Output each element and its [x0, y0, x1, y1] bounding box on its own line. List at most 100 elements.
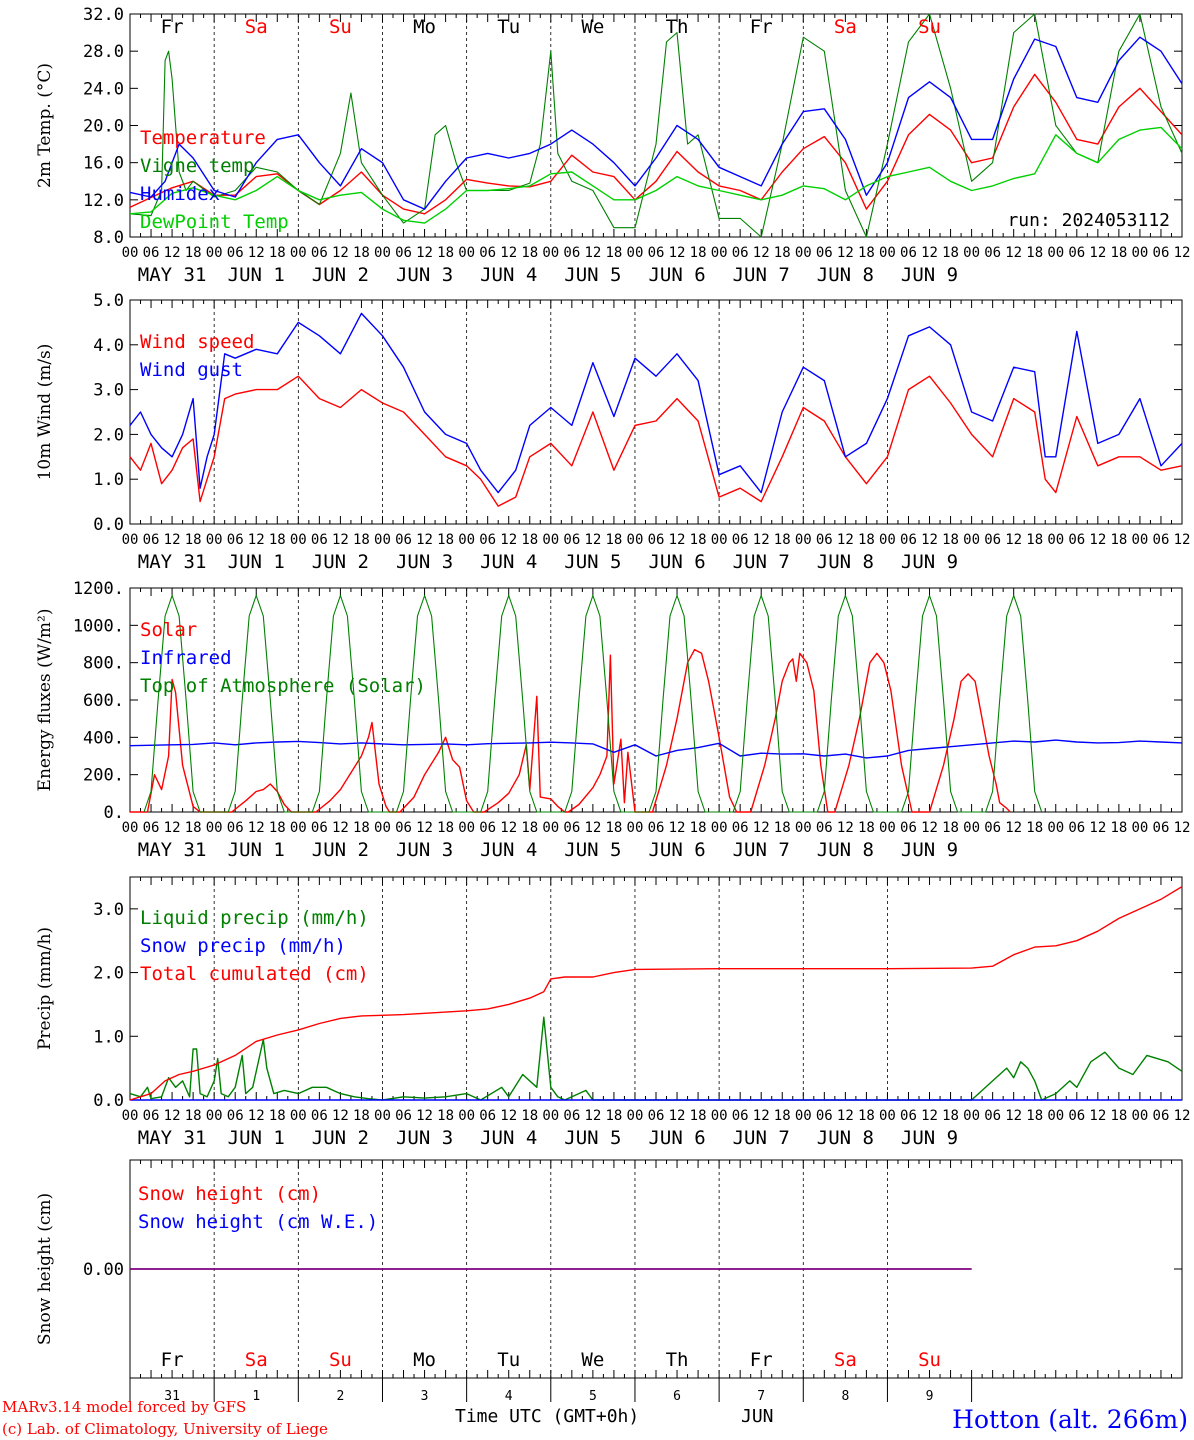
- series-line-humidex: [129, 36, 1183, 210]
- series-line-solar: [130, 648, 1011, 813]
- hour-tick-label: 06: [143, 820, 160, 836]
- hour-tick-label: 12: [921, 245, 938, 261]
- hour-tick-label: 06: [816, 820, 833, 836]
- date-label: JUN 5: [564, 839, 621, 861]
- hour-tick-label: 06: [479, 532, 496, 548]
- weekday-label-bottom: Sa: [834, 1349, 857, 1371]
- hour-tick-label: 18: [1110, 820, 1127, 836]
- date-label: JUN 1: [228, 1127, 285, 1149]
- hour-tick-label: 06: [648, 820, 665, 836]
- hour-tick-label: 00: [122, 820, 139, 836]
- weekday-label: Su: [329, 16, 352, 38]
- day-number-label: 5: [589, 1389, 597, 1404]
- hour-tick-label: 18: [353, 1108, 370, 1124]
- hour-tick-label: 12: [1089, 532, 1106, 548]
- hour-tick-label: 18: [774, 820, 791, 836]
- date-label: JUN 6: [648, 551, 705, 573]
- day-number-label: 6: [673, 1389, 681, 1404]
- hour-tick-label: 00: [290, 1108, 307, 1124]
- hour-tick-label: 06: [732, 532, 749, 548]
- hour-tick-label: 18: [605, 245, 622, 261]
- hour-tick-label: 18: [437, 820, 454, 836]
- hour-tick-label: 12: [921, 820, 938, 836]
- weekday-label: Fr: [161, 16, 184, 38]
- hour-tick-label: 00: [795, 820, 812, 836]
- hour-tick-label: 00: [627, 1108, 644, 1124]
- hour-tick-label: 00: [206, 532, 223, 548]
- hour-tick-label: 06: [479, 1108, 496, 1124]
- hour-tick-label: 12: [584, 820, 601, 836]
- hour-tick-label: 12: [500, 820, 517, 836]
- temp-y-tick-label: 24.0: [83, 79, 124, 99]
- hour-tick-label: 06: [563, 820, 580, 836]
- wind-frame: [129, 299, 1183, 525]
- hour-tick-label: 12: [584, 532, 601, 548]
- hour-tick-label: 00: [122, 1108, 139, 1124]
- legend-entry: Solar: [140, 619, 197, 641]
- hour-tick-label: 12: [248, 245, 265, 261]
- hour-tick-label: 06: [984, 820, 1001, 836]
- legend-entry: Total cumulated (cm): [140, 963, 369, 985]
- hour-tick-label: 12: [500, 532, 517, 548]
- hour-tick-label: 06: [732, 1108, 749, 1124]
- wind-y-tick-label: 0.0: [93, 515, 124, 535]
- hour-tick-label: 00: [122, 532, 139, 548]
- hour-tick-label: 12: [837, 245, 854, 261]
- hour-tick-label: 00: [711, 532, 728, 548]
- legend-entry: Top of Atmosphere (Solar): [140, 675, 426, 697]
- hour-tick-label: 12: [1005, 245, 1022, 261]
- hour-tick-label: 00: [963, 245, 980, 261]
- date-label: JUN 7: [733, 264, 790, 286]
- hour-tick-label: 18: [605, 820, 622, 836]
- energy-y-tick-label: 1200.: [73, 579, 124, 599]
- series-line-wind-speed: [129, 375, 1183, 507]
- date-label: JUN 9: [901, 839, 958, 861]
- hour-tick-label: 18: [942, 245, 959, 261]
- hour-tick-label: 00: [206, 1108, 223, 1124]
- hour-tick-label: 18: [185, 1108, 202, 1124]
- date-label: MAY 31: [138, 1127, 207, 1149]
- legend-entry: Wind gust: [140, 359, 243, 381]
- hour-tick-label: 12: [669, 532, 686, 548]
- series-line-total-cumulated-cm-: [129, 886, 1183, 1101]
- weekday-label-bottom: Sa: [245, 1349, 268, 1371]
- precip-y-axis-label: Precip (mm/h): [35, 927, 55, 1050]
- hour-tick-label: 12: [500, 1108, 517, 1124]
- hour-tick-label: 12: [753, 532, 770, 548]
- date-label: JUN 6: [648, 1127, 705, 1149]
- legend-entry: Humidex: [140, 183, 220, 205]
- temp-frame: [129, 13, 1183, 238]
- hour-tick-label: 00: [458, 245, 475, 261]
- energy-frame: [129, 587, 1183, 813]
- hour-tick-label: 06: [395, 245, 412, 261]
- precip-y-tick-label: 0.0: [93, 1091, 124, 1111]
- hour-tick-label: 12: [753, 1108, 770, 1124]
- panel-precip: 0.0 1.0 2.0 3.0 Precip (mm/h) Liquid precip (…: [35, 876, 1190, 1149]
- date-label: JUN 8: [817, 839, 874, 861]
- panel-wind: 0.0 1.0 2.0 3.0 4.0 5.0 10m Wind (m/s) Wind spe…: [35, 291, 1190, 573]
- date-label: JUN 8: [817, 1127, 874, 1149]
- hour-tick-label: 18: [353, 532, 370, 548]
- day-number-label: 2: [336, 1389, 344, 1404]
- date-label: JUN 4: [480, 839, 537, 861]
- wind-y-tick-label: 4.0: [93, 336, 124, 356]
- hour-tick-label: 06: [227, 532, 244, 548]
- hour-tick-label: 06: [1153, 1108, 1170, 1124]
- hour-tick-label: 06: [900, 1108, 917, 1124]
- hour-tick-label: 06: [732, 820, 749, 836]
- hour-tick-label: 06: [648, 532, 665, 548]
- day-number-label: 8: [841, 1389, 849, 1404]
- date-label: JUN 7: [733, 839, 790, 861]
- hour-tick-label: 12: [837, 1108, 854, 1124]
- hour-tick-label: 00: [374, 820, 391, 836]
- hour-tick-label: 12: [837, 820, 854, 836]
- hour-tick-label: 00: [627, 245, 644, 261]
- hour-tick-label: 12: [332, 245, 349, 261]
- hour-tick-label: 18: [858, 820, 875, 836]
- hour-tick-label: 18: [521, 532, 538, 548]
- energy-y-tick-label: 600.: [83, 691, 124, 711]
- hour-tick-label: 18: [858, 1108, 875, 1124]
- hour-tick-label: 18: [690, 532, 707, 548]
- date-label: JUN 3: [396, 839, 453, 861]
- temp-y-tick-label: 28.0: [83, 42, 124, 62]
